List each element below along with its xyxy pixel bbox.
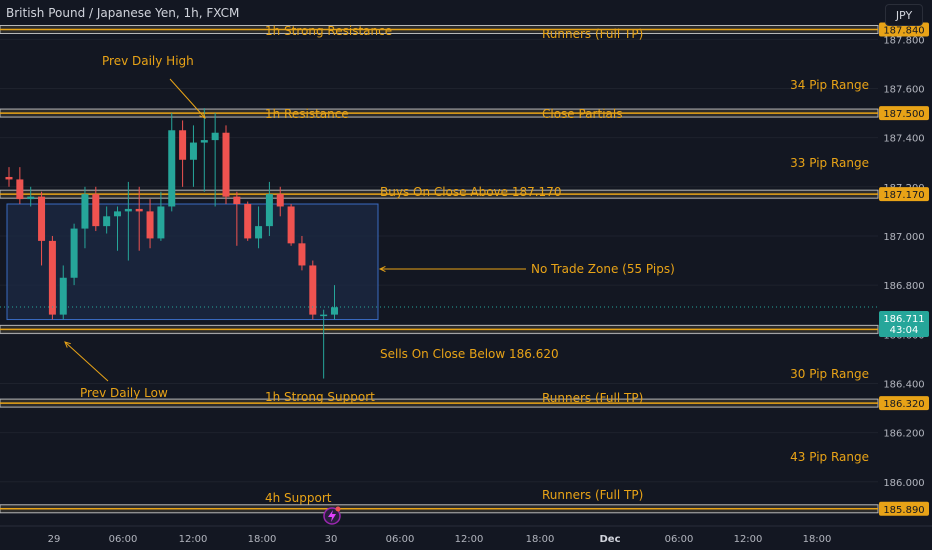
- candle-body: [5, 176, 13, 180]
- time-tick-label: 18:00: [248, 534, 277, 545]
- price-tick-label: 187.000: [883, 232, 924, 243]
- bar-countdown: 43:04: [890, 325, 919, 336]
- candle-body: [244, 204, 252, 239]
- annotation-buys-above: Buys On Close Above 187.170: [380, 185, 561, 199]
- candle-body: [200, 140, 208, 143]
- candle-body: [222, 132, 230, 197]
- symbol-title: British Pound / Japanese Yen, 1h, FXCM: [6, 6, 240, 20]
- candle-body: [48, 240, 56, 315]
- candle-body: [157, 206, 165, 239]
- candle-body: [287, 206, 295, 244]
- time-tick-label: Dec: [599, 534, 620, 545]
- time-tick-label: 30: [325, 534, 338, 545]
- time-tick-label: 06:00: [386, 534, 415, 545]
- annotation-no-trade-zone: No Trade Zone (55 Pips): [531, 262, 675, 276]
- candle-body: [168, 130, 176, 207]
- level-price-badge: [879, 106, 929, 121]
- level-price-badge: [879, 187, 929, 202]
- annotation-runners-top: Runners (Full TP): [542, 27, 643, 41]
- lightning-event-icon[interactable]: [323, 506, 341, 525]
- candle-body: [70, 228, 78, 278]
- level-price-badge: [879, 501, 929, 516]
- level-price-text: 185.890: [883, 505, 924, 516]
- candle-body: [189, 142, 197, 160]
- candle-body: [320, 314, 328, 317]
- annotation-runners-middle: Runners (Full TP): [542, 391, 643, 405]
- time-tick-label: 12:00: [455, 534, 484, 545]
- candle-body: [255, 226, 263, 239]
- price-tick-label: 186.200: [883, 429, 924, 440]
- current-price-label: 186.711 43:04: [879, 311, 929, 337]
- time-tick-label: 06:00: [665, 534, 694, 545]
- annotation-close-partials: Close Partials: [542, 107, 622, 121]
- arrow-prev-daily-high-head: [199, 112, 206, 119]
- annotation-34-pip-range: 34 Pip Range: [790, 78, 869, 92]
- candle-body: [309, 265, 317, 315]
- candle-body: [124, 208, 132, 212]
- level-price-text: 187.170: [883, 190, 924, 201]
- candle-body: [135, 208, 143, 212]
- annotation-1h-strong-support: 1h Strong Support: [265, 390, 375, 404]
- price-tick-label: 187.400: [883, 134, 924, 145]
- price-tick-label: 186.400: [883, 379, 924, 390]
- annotation-1h-resistance: 1h Resistance: [265, 107, 349, 121]
- annotation-prev-daily-low: Prev Daily Low: [80, 386, 168, 400]
- candle-body: [103, 216, 111, 227]
- annotation-runners-bottom: Runners (Full TP): [542, 488, 643, 502]
- arrow-prev-daily-low-head: [64, 341, 71, 348]
- price-tick-label: 186.000: [883, 478, 924, 489]
- annotation-30-pip-range: 30 Pip Range: [790, 367, 869, 381]
- time-tick-label: 12:00: [179, 534, 208, 545]
- candles: [5, 108, 338, 379]
- price-tick-label: 186.800: [883, 281, 924, 292]
- annotation-sells-below: Sells On Close Below 186.620: [380, 347, 559, 361]
- time-axis[interactable]: 29 06:00 12:00 18:00 30 06:00 12:00 18:00 Dec 06:…: [48, 534, 832, 545]
- candle-body: [114, 211, 121, 217]
- arrow-prev-daily-low: [64, 341, 109, 382]
- annotation-33-pip-range: 33 Pip Range: [790, 156, 869, 170]
- candle-body: [331, 307, 338, 315]
- time-tick-label: 18:00: [803, 534, 832, 545]
- level-price-text: 187.500: [883, 109, 924, 120]
- arrow-no-trade-zone-head: [378, 265, 386, 273]
- candle-body: [92, 194, 100, 227]
- annotation-arrows: [64, 78, 526, 382]
- time-tick-label: 29: [48, 534, 61, 545]
- candle-body: [146, 211, 154, 239]
- current-price-badge: [879, 311, 929, 337]
- candle-body: [233, 196, 241, 205]
- candle-body: [265, 194, 273, 227]
- annotation-1h-strong-resistance: 1h Strong Resistance: [265, 24, 392, 38]
- candle-body: [298, 243, 306, 266]
- candle-body: [179, 130, 187, 160]
- annotation-43-pip-range: 43 Pip Range: [790, 450, 869, 464]
- grid-lines: [0, 38, 878, 483]
- candle-body: [59, 277, 67, 315]
- arrow-prev-daily-high: [169, 78, 206, 119]
- price-tick-label: 187.800: [883, 35, 924, 46]
- candle-body: [16, 179, 24, 200]
- currency-button[interactable]: JPY: [885, 4, 923, 26]
- candle-body: [38, 196, 46, 241]
- annotation-prev-daily-high: Prev Daily High: [102, 54, 194, 68]
- level-price-badge: [879, 396, 929, 411]
- time-tick-label: 18:00: [526, 534, 555, 545]
- candle-body: [276, 194, 284, 207]
- current-price-value: 186.711: [883, 314, 924, 325]
- level-price-text: 186.320: [883, 399, 924, 410]
- annotation-4h-support: 4h Support: [265, 491, 332, 505]
- level-lines: [0, 24, 879, 514]
- candle-body: [81, 194, 89, 229]
- time-tick-label: 12:00: [734, 534, 763, 545]
- candle-body: [27, 196, 35, 200]
- level-price-text: 187.840: [883, 25, 924, 36]
- time-tick-label: 06:00: [109, 534, 138, 545]
- candle-body: [211, 132, 219, 141]
- price-tick-label: 187.600: [883, 84, 924, 95]
